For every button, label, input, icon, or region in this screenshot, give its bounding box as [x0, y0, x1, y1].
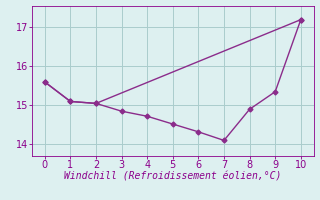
- X-axis label: Windchill (Refroidissement éolien,°C): Windchill (Refroidissement éolien,°C): [64, 172, 282, 182]
